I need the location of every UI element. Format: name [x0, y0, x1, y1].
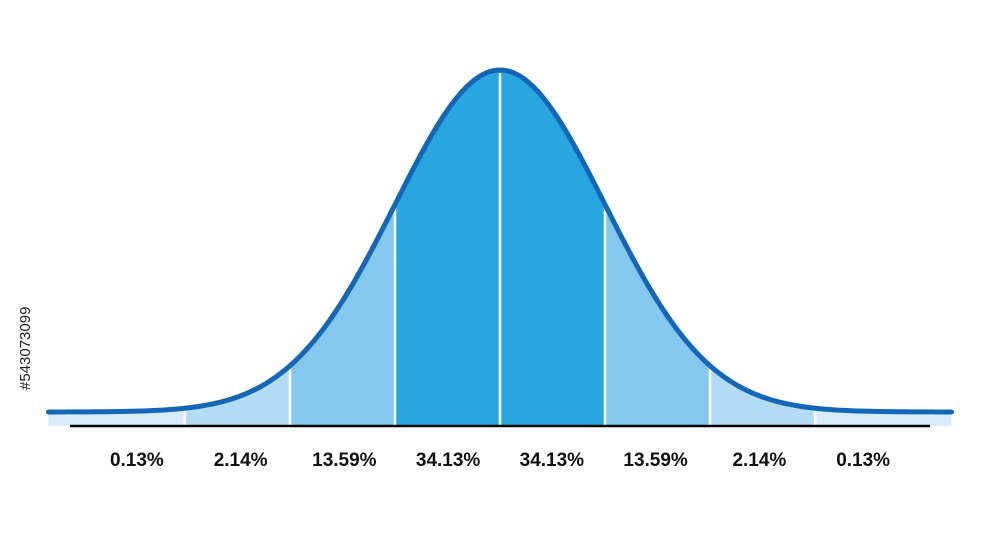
band-label-7: 0.13%: [836, 450, 890, 471]
band-area-1: [185, 365, 290, 412]
band-label-2: 13.59%: [312, 450, 377, 471]
band-label-3: 34.13%: [416, 450, 481, 471]
band-base-3: [395, 412, 500, 426]
band-label-5: 13.59%: [623, 450, 688, 471]
side-id-text: #543073099: [17, 307, 34, 390]
band-area-6: [710, 365, 815, 412]
band-base-0: [48, 412, 185, 426]
band-base-1: [185, 412, 290, 426]
band-base-5: [605, 412, 710, 426]
band-base-4: [500, 412, 605, 426]
band-label-4: 34.13%: [520, 450, 585, 471]
band-base-2: [290, 412, 395, 426]
band-label-0: 0.13%: [110, 450, 164, 471]
labels-layer: 0.13% 2.14% 13.59% 34.13% 34.13% 13.59% 2.14% 0…: [110, 450, 890, 471]
band-area-4: [500, 70, 605, 412]
band-base-7: [815, 412, 952, 426]
band-label-6: 2.14%: [732, 450, 786, 471]
dividers-layer: [183, 73, 817, 426]
band-label-1: 2.14%: [214, 450, 268, 471]
band-area-3: [395, 70, 500, 412]
band-base-6: [710, 412, 815, 426]
bell-curve: [46, 67, 954, 415]
